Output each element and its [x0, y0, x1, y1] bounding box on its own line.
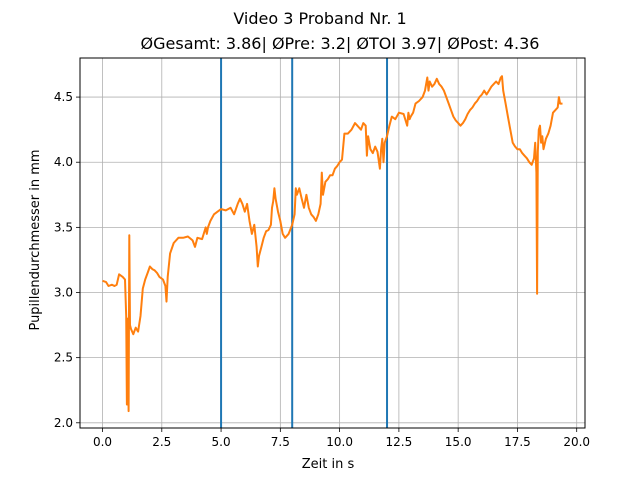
- x-axis-label: Zeit in s: [302, 457, 355, 472]
- y-axis-ticks: 2.0 2.5 3.0 3.5 4.0 4.5: [54, 90, 80, 430]
- y-tick-label: 4.5: [54, 90, 73, 104]
- plot-frame: [79, 57, 586, 429]
- x-tick-label: 7.5: [271, 435, 290, 449]
- x-tick-label: 20.0: [563, 435, 590, 449]
- x-tick-label: 2.5: [152, 435, 171, 449]
- y-tick-label: 3.5: [54, 220, 73, 234]
- chart-title: Video 3 Proband Nr. 1: [233, 9, 406, 28]
- y-tick-label: 2.0: [54, 416, 73, 430]
- grid: [80, 58, 585, 428]
- x-tick-label: 12.5: [386, 435, 413, 449]
- pupil-diameter-line: [102, 75, 563, 413]
- y-tick-label: 4.0: [54, 155, 73, 169]
- series-layer: [102, 75, 563, 413]
- x-tick-label: 0.0: [93, 435, 112, 449]
- x-tick-label: 17.5: [504, 435, 531, 449]
- x-tick-label: 15.0: [445, 435, 472, 449]
- section-markers: [220, 58, 389, 428]
- x-axis-ticks: 0.0 2.5 5.0 7.5 10.0 12.5 15.0 17.5 20.0: [93, 428, 590, 449]
- x-tick-label: 10.0: [326, 435, 353, 449]
- chart-subtitle: ØGesamt: 3.86| ØPre: 3.2| ØTOI 3.97| ØPo…: [141, 34, 540, 53]
- x-tick-label: 5.0: [212, 435, 231, 449]
- y-tick-label: 3.0: [54, 286, 73, 300]
- y-tick-label: 2.5: [54, 351, 73, 365]
- y-axis-label: Pupillendurchmesser in mm: [28, 149, 43, 330]
